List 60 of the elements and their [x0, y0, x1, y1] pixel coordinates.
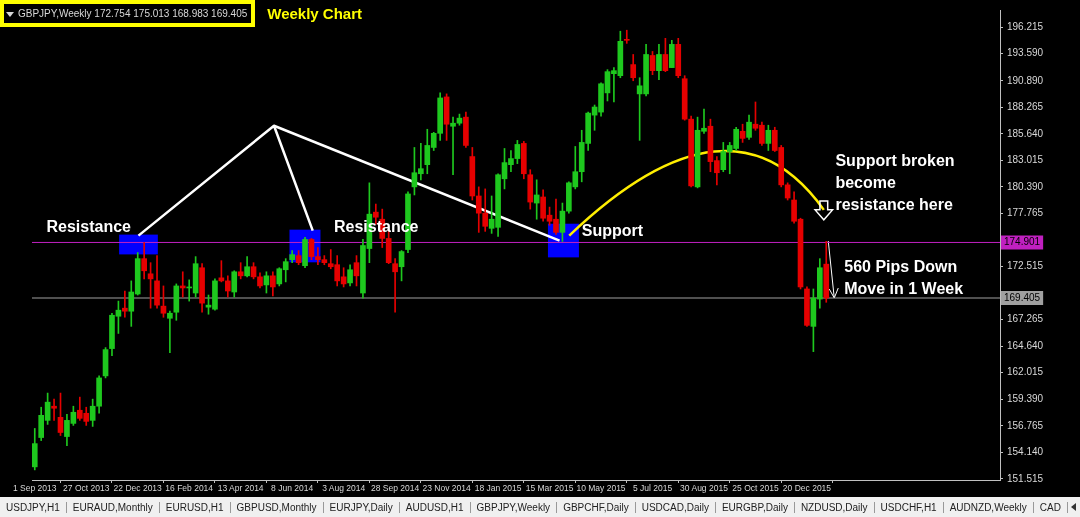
x-tick-label: 22 Dec 2013: [113, 483, 163, 494]
candlestick: [122, 290, 128, 318]
candlestick: [623, 29, 630, 44]
text: AUDNZD,Weekly: [943, 501, 1034, 513]
y-tick-label: 185.640: [1007, 127, 1044, 139]
y-tick-label: 151.515: [1007, 472, 1044, 484]
text: GBPUSD,Monthly: [230, 501, 324, 513]
annotation: 560 Pips Down Move in 1 Week: [844, 257, 965, 299]
text: NZDUSD,Daily: [794, 501, 875, 513]
x-tick-label: 3 Aug 2014: [322, 483, 366, 494]
x-tick-label: 10 May 2015: [576, 483, 626, 494]
candlestick: [392, 258, 398, 313]
text: EURGBP,Daily: [715, 501, 795, 513]
text: EURJPY,Daily: [323, 501, 400, 513]
x-tick-label: 16 Feb 2014: [165, 483, 214, 494]
x-tick-label: 1 Sep 2013: [13, 483, 57, 494]
text: USDCAD,Daily: [635, 501, 716, 513]
text: EURAUD,Monthly: [66, 501, 160, 513]
text: AUDUSD,H1: [399, 501, 471, 513]
annotation: Support: [581, 220, 644, 241]
y-tick-label: 159.390: [1007, 392, 1044, 404]
y-tick-label: 154.140: [1007, 446, 1044, 458]
y-tick-label: 172.515: [1007, 260, 1044, 272]
text: GBPCHF,Daily: [557, 501, 636, 513]
x-tick-label: 23 Nov 2014: [422, 483, 471, 494]
y-tick-label: 183.015: [1007, 154, 1044, 166]
x-tick-label: 13 Apr 2014: [217, 483, 264, 494]
x-tick-label: 30 Aug 2015: [680, 483, 729, 494]
text: CAD: [1033, 501, 1068, 513]
y-tick-label: 167.265: [1007, 313, 1044, 325]
text: USDJPY,H1: [0, 501, 67, 513]
y-tick-label: 177.765: [1007, 207, 1044, 219]
y-tick-label: 193.590: [1007, 47, 1044, 59]
x-tick-label: 28 Sep 2014: [371, 483, 420, 494]
y-tick-label: 196.215: [1007, 20, 1044, 32]
annotation: Resistance: [46, 216, 132, 237]
text: EURUSD,H1: [159, 501, 231, 513]
x-tick-label: 25 Oct 2015: [732, 483, 779, 494]
ref-line-label: 169.405: [1004, 291, 1041, 303]
x-tick-label: 18 Jan 2015: [474, 483, 522, 494]
y-tick-label: 190.890: [1007, 74, 1044, 86]
ref-line-label: 174.901: [1004, 236, 1041, 248]
x-tick-label: 8 Jun 2014: [271, 483, 314, 494]
y-tick-label: 156.765: [1007, 419, 1044, 431]
text: GBPJPY,Weekly: [470, 501, 558, 513]
y-tick-label: 164.640: [1007, 339, 1044, 351]
x-tick-label: 20 Dec 2015: [782, 483, 832, 494]
annotation: Support broken become resistance here: [835, 151, 956, 216]
chart-subtitle: Weekly Chart: [267, 5, 363, 22]
chart-title: GBPJPY,Weekly 172.754 175.013 168.983 169.405: [18, 8, 248, 19]
y-tick-label: 162.015: [1007, 366, 1044, 378]
y-tick-label: 188.265: [1007, 101, 1044, 113]
x-tick-label: 5 Jul 2015: [632, 483, 673, 494]
candlestick: [51, 398, 57, 421]
text: USDCHF,H1: [874, 501, 944, 513]
x-tick-label: 27 Oct 2013: [63, 483, 110, 494]
candlestick: [167, 310, 173, 353]
candlestick: [533, 179, 540, 220]
y-tick-label: 180.390: [1007, 180, 1044, 192]
x-tick-label: 15 Mar 2015: [525, 483, 574, 494]
